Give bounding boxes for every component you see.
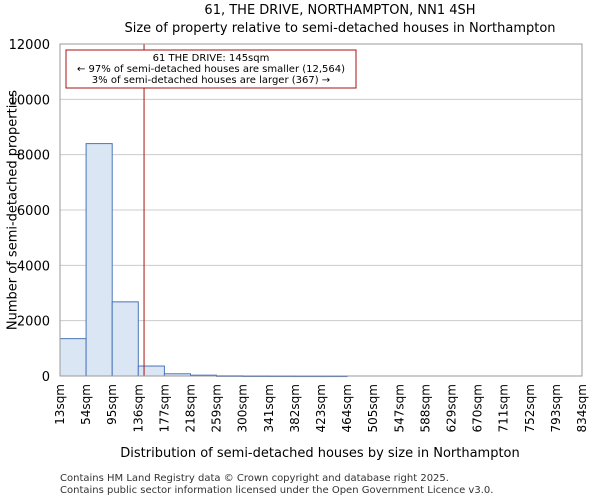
x-axis-label: Distribution of semi-detached houses by …: [120, 446, 520, 461]
y-tick-label: 12000: [9, 38, 50, 53]
bar: [85, 143, 113, 377]
x-tick-label: 382sqm: [288, 384, 302, 432]
x-tick-label: 505sqm: [366, 384, 380, 432]
annotation-border: [65, 49, 357, 89]
x-tick-label: 793sqm: [549, 384, 563, 432]
x-tick-label: 629sqm: [445, 384, 459, 432]
annotation-line2: ← 97% of semi-detached houses are smalle…: [77, 64, 345, 75]
x-tick-label: 136sqm: [131, 384, 145, 432]
y-tick-labels: 0 2000 4000 6000 8000 10000 12000: [9, 38, 50, 385]
bar: [137, 365, 165, 377]
x-tick-label: 711sqm: [497, 384, 511, 432]
y-tick-label: 8000: [17, 149, 50, 164]
x-tick-label: 588sqm: [418, 384, 432, 432]
annotation-line1: 61 THE DRIVE: 145sqm: [153, 53, 270, 64]
x-tick-label: 752sqm: [523, 384, 537, 432]
bar: [111, 301, 139, 377]
x-tick-label: 670sqm: [471, 384, 485, 432]
chart-title-line1: 61, THE DRIVE, NORTHAMPTON, NN1 4SH: [204, 3, 475, 18]
annotation-line3: 3% of semi-detached houses are larger (3…: [92, 75, 330, 86]
y-tick-label: 10000: [9, 93, 50, 108]
y-tick-label: 4000: [17, 259, 50, 274]
x-tick-label: 423sqm: [314, 384, 328, 432]
bar: [59, 338, 87, 377]
x-tick-label: 547sqm: [392, 384, 406, 432]
x-tick-label: 300sqm: [236, 384, 250, 432]
x-tick-labels: 13sqm 54sqm 95sqm 136sqm 177sqm 218sqm 259sqm 3…: [53, 384, 589, 432]
x-tick-label: 177sqm: [157, 384, 171, 432]
footer-line2: Contains public sector information licen…: [60, 485, 494, 496]
x-tick-label: 259sqm: [210, 384, 224, 432]
annotation-box: 61 THE DRIVE: 145sqm ← 97% of semi-detac…: [65, 49, 357, 89]
y-tick-label: 6000: [17, 204, 50, 219]
x-tick-label: 464sqm: [340, 384, 354, 432]
x-tick-label: 13sqm: [53, 384, 67, 425]
x-tick-label: 218sqm: [184, 384, 198, 432]
chart-title-line2: Size of property relative to semi-detach…: [124, 21, 555, 36]
x-tick-label: 341sqm: [262, 384, 276, 432]
plot-frame: [59, 43, 583, 377]
y-tick-label: 0: [42, 370, 50, 385]
x-tick-label: 834sqm: [575, 384, 589, 432]
x-tick-label: 95sqm: [105, 384, 119, 425]
y-tick-label: 2000: [17, 315, 50, 330]
footer-line1: Contains HM Land Registry data © Crown c…: [60, 473, 449, 484]
x-tick-label: 54sqm: [79, 384, 93, 425]
bars-group: [59, 143, 348, 378]
y-axis-label: Number of semi-detached properties: [6, 90, 21, 330]
